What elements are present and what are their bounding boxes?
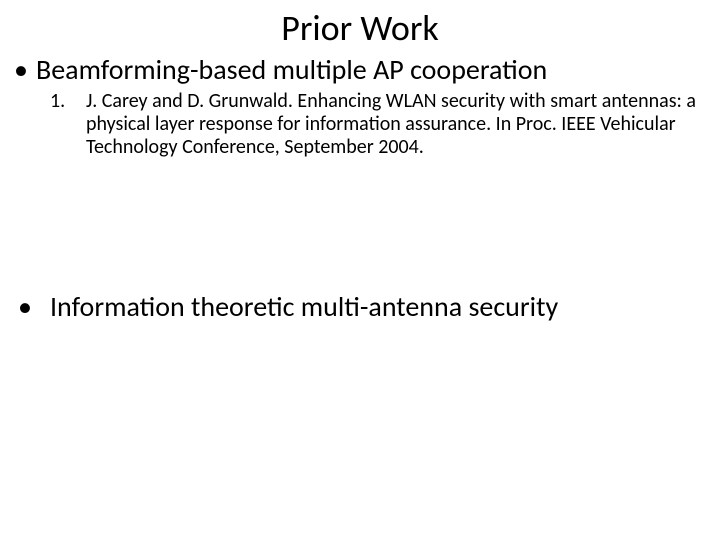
slide: Prior Work Beamforming-based multiple AP… <box>0 0 720 540</box>
reference-item-1: 1. J. Carey and D. Grunwald. Enhancing W… <box>0 90 720 159</box>
bullet-item-1: Beamforming-based multiple AP cooperatio… <box>0 54 720 86</box>
reference-text: J. Carey and D. Grunwald. Enhancing WLAN… <box>86 89 696 159</box>
bullet-item-2: Information theoretic multi-antenna secu… <box>0 291 720 323</box>
second-section: Information theoretic multi-antenna secu… <box>0 291 720 323</box>
reference-number: 1. <box>50 90 65 113</box>
slide-title: Prior Work <box>0 0 720 54</box>
